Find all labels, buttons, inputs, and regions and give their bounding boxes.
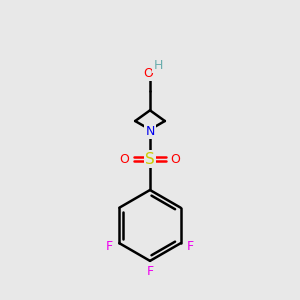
- Text: F: F: [106, 240, 113, 253]
- Text: F: F: [187, 240, 194, 253]
- Text: N: N: [145, 125, 155, 138]
- Text: O: O: [119, 153, 129, 166]
- Text: O: O: [143, 67, 153, 80]
- Text: O: O: [171, 153, 181, 166]
- Text: F: F: [146, 265, 154, 278]
- Text: S: S: [145, 152, 155, 166]
- Text: H: H: [153, 59, 163, 72]
